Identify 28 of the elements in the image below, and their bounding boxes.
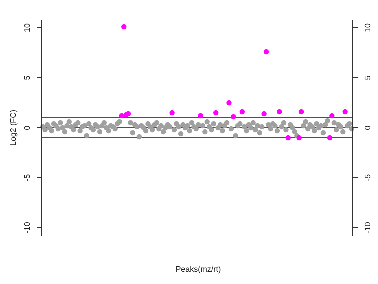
y-tick-label: -10 <box>23 222 32 234</box>
point <box>122 24 127 30</box>
point <box>198 113 204 119</box>
point <box>298 109 304 115</box>
point <box>277 109 282 115</box>
point <box>226 100 232 106</box>
y-tick-label: 10 <box>23 23 32 32</box>
y2-tick-label: -10 <box>364 222 373 234</box>
y-axis-title: Log2 (FC) <box>9 110 18 146</box>
point <box>170 110 175 116</box>
y2-tick-label: -5 <box>364 174 373 182</box>
point <box>286 135 291 141</box>
point <box>264 49 270 55</box>
y2-tick-label: 5 <box>364 75 373 80</box>
point <box>330 113 335 119</box>
y2-tick-label: 10 <box>364 23 373 32</box>
y-tick-label: -5 <box>23 174 32 182</box>
point <box>119 113 125 119</box>
y-tick-label: 5 <box>23 75 32 80</box>
point <box>240 109 245 115</box>
y-tick-label: 0 <box>23 125 32 130</box>
point <box>262 111 267 117</box>
point <box>327 135 333 141</box>
y2-tick-label: 0 <box>364 125 373 130</box>
point <box>231 114 236 120</box>
point <box>342 109 348 115</box>
x-axis-title: Peaks(mz/rt) <box>176 265 222 274</box>
point <box>214 110 219 116</box>
